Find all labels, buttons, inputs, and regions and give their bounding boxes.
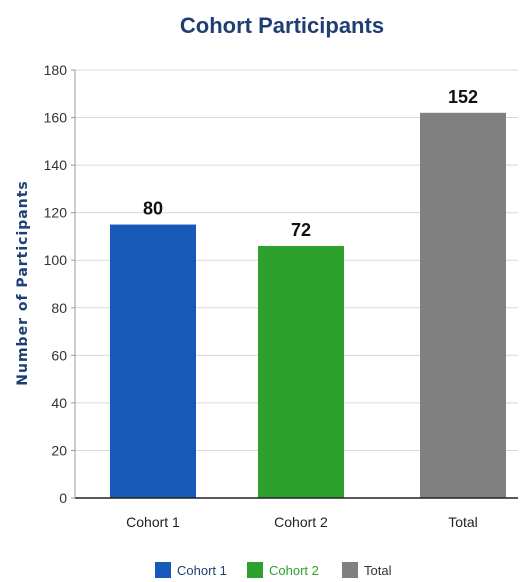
legend-label-cohort-2: Cohort 2 <box>269 563 319 578</box>
legend-label-total: Total <box>364 563 392 578</box>
y-tick-label-180: 180 <box>44 62 68 78</box>
y-axis-label: Number of Participants <box>15 180 31 385</box>
y-tick-label-140: 140 <box>44 157 68 173</box>
value-label-total: 152 <box>448 87 478 107</box>
x-tick-label-total: Total <box>448 514 478 530</box>
y-tick-label-80: 80 <box>51 300 67 316</box>
bars <box>110 112 506 499</box>
value-label-cohort-1: 80 <box>143 199 163 219</box>
y-tick-label-40: 40 <box>51 395 67 411</box>
bar-cohort-2 <box>258 245 344 498</box>
value-labels: 80 72 152 <box>143 87 478 240</box>
y-axis-ticks: 0 20 40 60 80 100 120 140 160 180 <box>44 62 75 506</box>
y-tick-label-0: 0 <box>59 490 67 506</box>
y-tick-label-120: 120 <box>44 205 68 221</box>
bar-total <box>420 112 506 499</box>
value-label-cohort-2: 72 <box>291 220 311 240</box>
legend-label-cohort-1: Cohort 1 <box>177 563 227 578</box>
bar-cohort-1 <box>110 224 196 499</box>
legend-swatch-total <box>342 562 358 578</box>
y-tick-label-20: 20 <box>51 442 67 458</box>
y-tick-label-160: 160 <box>44 110 68 126</box>
y-tick-label-100: 100 <box>44 252 68 268</box>
legend-swatch-cohort-2 <box>247 562 263 578</box>
legend-swatch-cohort-1 <box>155 562 171 578</box>
y-tick-label-60: 60 <box>51 347 67 363</box>
legend: Cohort 1 Cohort 2 Total <box>155 562 392 578</box>
x-tick-label-cohort-2: Cohort 2 <box>274 514 328 530</box>
x-tick-label-cohort-1: Cohort 1 <box>126 514 180 530</box>
x-axis-tick-labels: Cohort 1 Cohort 2 Total <box>126 514 478 530</box>
chart-title: Cohort Participants <box>180 13 384 38</box>
